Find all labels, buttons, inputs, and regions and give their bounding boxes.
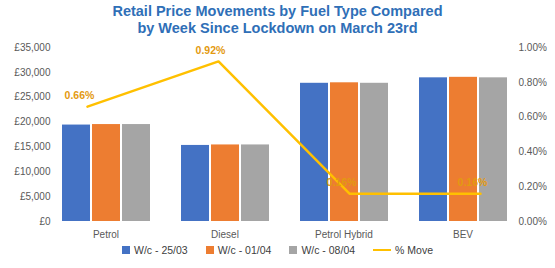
svg-text:0.16%: 0.16%	[458, 176, 488, 188]
svg-text:BEV: BEV	[453, 229, 473, 240]
svg-text:0.40%: 0.40%	[519, 146, 547, 157]
svg-text:£5,000: £5,000	[20, 191, 51, 202]
html-text:% Move: % Move	[395, 244, 433, 256]
html-text:W/c - 01/04: W/c - 01/04	[217, 244, 272, 256]
svg-text:£0: £0	[39, 216, 51, 227]
svg-text:0.16%: 0.16%	[327, 176, 357, 188]
svg-text:£15,000: £15,000	[14, 141, 51, 152]
svg-text:0.20%: 0.20%	[519, 181, 547, 192]
svg-text:0.92%: 0.92%	[196, 44, 226, 56]
svg-text:£20,000: £20,000	[14, 116, 51, 127]
svg-text:Petrol: Petrol	[93, 229, 119, 240]
svg-text:£35,000: £35,000	[14, 42, 51, 53]
svg-text:0.66%: 0.66%	[65, 89, 95, 101]
svg-text:0.00%: 0.00%	[519, 216, 547, 227]
svg-text:Petrol Hybrid: Petrol Hybrid	[315, 229, 373, 240]
html-text:Retail Price Movements by Fuel: Retail Price Movements by Fuel Type Comp…	[112, 3, 443, 36]
html-text:W/c - 08/04: W/c - 08/04	[301, 244, 356, 256]
svg-text:£10,000: £10,000	[14, 166, 51, 177]
svg-text:0.80%: 0.80%	[519, 77, 547, 88]
svg-text:Diesel: Diesel	[211, 229, 239, 240]
html-text:W/c - 25/03: W/c - 25/03	[134, 244, 188, 256]
svg-text:1.00%: 1.00%	[519, 42, 547, 53]
svg-text:0.60%: 0.60%	[519, 111, 547, 122]
svg-text:£25,000: £25,000	[14, 91, 51, 102]
svg-text:£30,000: £30,000	[14, 67, 51, 78]
